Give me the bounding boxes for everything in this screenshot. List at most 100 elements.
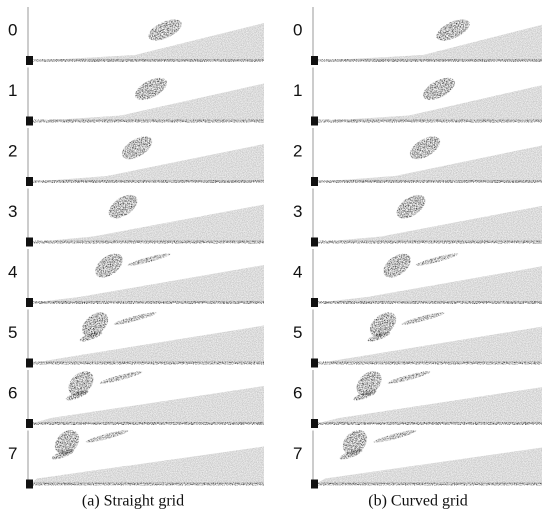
marker <box>26 419 33 428</box>
wake <box>30 204 264 243</box>
vortex <box>54 430 80 455</box>
baseline <box>313 301 542 304</box>
vortex <box>396 195 426 219</box>
baseline <box>28 59 264 62</box>
marker <box>26 177 33 186</box>
baseline <box>313 361 542 365</box>
wake <box>30 325 264 364</box>
vortex-tail <box>85 430 129 443</box>
panel: 0 1 2 3 4 5 6 7 (a) Straight grid <box>8 7 264 510</box>
vortex <box>68 371 94 396</box>
frame: 7 <box>8 430 264 489</box>
vortex <box>356 371 382 396</box>
vortex <box>135 77 167 100</box>
row-label: 4 <box>8 262 17 281</box>
row-label: 3 <box>8 202 17 221</box>
baseline <box>28 301 264 304</box>
vortex <box>369 312 397 337</box>
row-label: 1 <box>293 81 302 100</box>
vortex <box>81 312 109 337</box>
frame: 0 <box>8 7 264 65</box>
marker <box>26 298 33 307</box>
row-label: 2 <box>293 141 302 160</box>
vortex <box>108 195 138 219</box>
row-label: 0 <box>293 20 302 39</box>
vortex <box>95 253 123 278</box>
vortex <box>423 77 455 100</box>
marker <box>311 479 318 489</box>
frame: 6 <box>8 370 264 428</box>
vortex-tail <box>401 312 445 325</box>
baseline <box>313 422 542 425</box>
marker <box>311 116 318 126</box>
wake <box>315 447 542 485</box>
vortex-tail <box>99 371 143 384</box>
marker <box>26 479 33 489</box>
baseline <box>313 59 542 62</box>
baseline <box>313 119 542 123</box>
vortex-lower <box>51 449 75 460</box>
baseline <box>28 119 264 123</box>
frame: 4 <box>293 249 542 307</box>
vortex-lower <box>79 331 103 342</box>
frame: 5 <box>8 309 264 368</box>
baseline <box>28 361 264 365</box>
frame: 0 <box>293 7 542 65</box>
wake <box>315 145 542 182</box>
baseline <box>28 422 264 425</box>
frame: 3 <box>293 188 542 247</box>
row-label: 2 <box>8 141 17 160</box>
wake <box>30 386 264 424</box>
row-label: 5 <box>293 323 302 342</box>
marker <box>311 419 318 428</box>
vortex <box>436 19 470 41</box>
vortex-tail <box>127 253 171 266</box>
baseline <box>28 482 264 486</box>
wake <box>30 446 264 485</box>
marker <box>26 56 33 65</box>
wake <box>315 85 542 122</box>
vortex-tail <box>415 253 459 266</box>
baseline <box>28 180 264 183</box>
frame: 7 <box>293 430 542 489</box>
vortex <box>342 430 368 455</box>
vortex-tail <box>387 371 431 384</box>
frame: 6 <box>293 370 542 428</box>
baseline <box>313 482 542 486</box>
row-label: 7 <box>293 444 302 463</box>
frame: 4 <box>8 249 264 307</box>
wake <box>315 266 542 303</box>
vortex-lower <box>353 390 377 401</box>
marker <box>311 237 318 247</box>
marker <box>26 358 33 368</box>
vortex-tail <box>113 312 157 325</box>
vortex <box>383 253 411 278</box>
frame: 3 <box>8 188 264 247</box>
vortex <box>409 136 441 160</box>
vortex <box>121 136 153 160</box>
wake <box>30 144 264 182</box>
row-label: 0 <box>8 20 17 39</box>
marker <box>311 298 318 307</box>
row-label: 3 <box>293 202 302 221</box>
wake <box>30 23 264 61</box>
frame: 1 <box>293 67 542 126</box>
caption: (a) Straight grid <box>82 493 184 510</box>
marker <box>26 116 33 126</box>
vortex <box>148 19 182 41</box>
baseline <box>28 240 264 244</box>
baseline <box>313 180 542 183</box>
caption: (b) Curved grid <box>368 493 468 510</box>
wake <box>315 205 542 243</box>
frame: 2 <box>293 128 542 186</box>
wake <box>315 24 542 61</box>
wake <box>315 387 542 424</box>
wake <box>30 265 264 303</box>
row-label: 6 <box>293 383 302 402</box>
row-label: 6 <box>8 383 17 402</box>
vortex-lower <box>339 449 363 460</box>
row-label: 4 <box>293 262 302 281</box>
wake <box>315 326 542 364</box>
marker <box>26 237 33 247</box>
marker <box>311 56 318 65</box>
